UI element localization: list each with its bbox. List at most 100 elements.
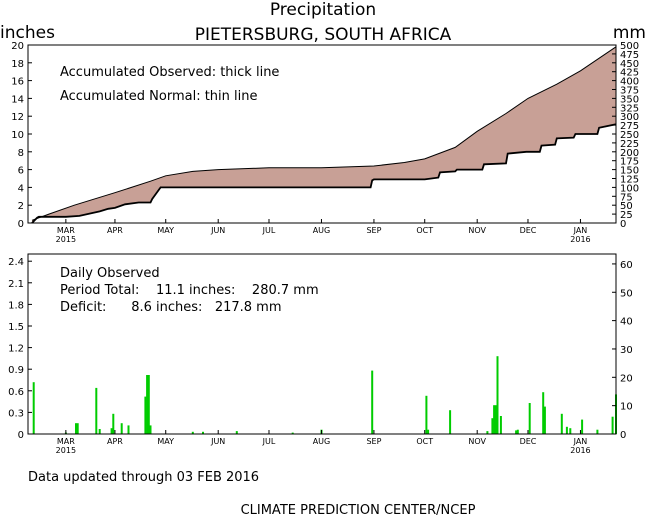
y-tick-label: 0.9	[8, 365, 24, 376]
deficit-area	[32, 46, 616, 223]
y-tick-label: 18	[11, 59, 24, 70]
daily-precip-bar	[425, 395, 428, 434]
y-tick-label: 0	[18, 430, 24, 441]
x-year-label: 2016	[570, 446, 590, 455]
daily-axes: 0 0.3 0.6 0.9 1.2 1.5 1.8 2.1 2.4 0 10 20 30 40 50 60 MA…	[8, 257, 633, 455]
x-tick-label-jun: JUN	[210, 226, 225, 235]
y-tick-label: 14	[11, 94, 24, 105]
accumulation-lines-layer	[31, 46, 617, 224]
daily-precip-bar	[235, 431, 238, 434]
daily-precip-bar	[127, 425, 130, 434]
x-tick-label-sep: SEP	[366, 437, 381, 446]
y2-tick-label: 20	[620, 373, 633, 384]
daily-precip-bar	[120, 423, 123, 434]
daily-precip-bar	[427, 429, 430, 434]
x-tick-label-jan: JAN	[573, 437, 588, 446]
accumulated-observed-line	[31, 123, 617, 224]
y-tick-label: 0.3	[8, 408, 24, 419]
daily-precip-bar	[581, 419, 584, 434]
y-tick-label: 16	[11, 77, 24, 88]
daily-precip-bar	[494, 405, 497, 434]
x-tick-label-apr: APR	[107, 226, 123, 235]
daily-precip-bar	[191, 431, 194, 434]
daily-precip-bar	[112, 413, 115, 434]
daily-precip-bar	[496, 356, 499, 434]
daily-precip-bar	[543, 406, 546, 434]
daily-precip-bar	[95, 387, 98, 434]
chart-subtitle: PIETERSBURG, SOUTH AFRICA	[195, 25, 452, 45]
x-tick-label-sep: SEP	[366, 226, 381, 235]
y-tick-label: 2.4	[8, 257, 24, 268]
daily-precip-bar	[611, 416, 614, 434]
x-year-label: 2015	[56, 235, 76, 244]
x-tick-label-mar: MAR	[57, 437, 75, 446]
daily-precip-bar	[491, 418, 494, 434]
x-tick-label-jun: JUN	[210, 437, 225, 446]
x-year-label: 2016	[570, 235, 590, 244]
y2-tick-label: 25	[620, 210, 633, 221]
daily-precip-bar	[516, 429, 519, 434]
x-tick-label-jan: JAN	[573, 226, 588, 235]
daily-precip-bar	[565, 426, 568, 434]
deficit-area-layer	[32, 46, 616, 223]
y2-tick-label: 125	[620, 175, 639, 186]
y2-tick-label: 60	[620, 260, 633, 271]
y-tick-label: 10	[11, 130, 24, 141]
y-tick-label: 1.8	[8, 300, 24, 311]
y2-tick-label: 475	[620, 50, 639, 61]
period-total-text: Period Total: 11.1 inches: 280.7 mm	[60, 283, 319, 298]
y-tick-label: 20	[11, 41, 24, 52]
x-tick-label-nov: NOV	[468, 226, 486, 235]
y-tick-label: 12	[11, 112, 24, 123]
data-updated-text: Data updated through 03 FEB 2016	[28, 470, 259, 485]
y2-tick-label: 30	[620, 345, 633, 356]
x-tick-label-nov: NOV	[468, 437, 486, 446]
daily-precip-bar	[144, 396, 147, 434]
legend-observed-note: Accumulated Observed: thick line	[60, 65, 279, 80]
x-tick-label-oct: OCT	[416, 437, 433, 446]
y2-tick-label: 75	[620, 192, 633, 203]
accumulated-axes: 0246810121416182002550751001251501752002…	[11, 41, 639, 244]
left-unit-label: inches	[0, 23, 55, 43]
y2-tick-label: 325	[620, 103, 639, 114]
daily-precip-bar	[291, 432, 294, 434]
y2-tick-label: 175	[620, 157, 639, 168]
x-tick-label-oct: OCT	[416, 226, 433, 235]
x-tick-label-dec: DEC	[520, 226, 537, 235]
accumulated-panel: 0246810121416182002550751001251501752002…	[11, 41, 639, 244]
y2-tick-label: 225	[620, 139, 639, 150]
y2-tick-label: 450	[620, 59, 639, 70]
daily-bars-layer	[32, 356, 617, 434]
chart-title: Precipitation	[270, 0, 376, 20]
daily-precip-bar	[499, 416, 502, 434]
x-tick-label-apr: APR	[107, 437, 123, 446]
daily-precip-bar	[75, 423, 77, 434]
y2-tick-label: 10	[620, 402, 633, 413]
y2-tick-label: 100	[620, 183, 639, 194]
x-tick-label-jul: JUL	[262, 226, 276, 235]
deficit-text: Deficit: 8.6 inches: 217.8 mm	[60, 300, 282, 315]
x-tick-label-mar: MAR	[57, 226, 75, 235]
daily-precip-bar	[146, 375, 149, 434]
y2-tick-label: 375	[620, 86, 639, 97]
y2-tick-label: 50	[620, 201, 633, 212]
x-tick-label-dec: DEC	[520, 437, 537, 446]
y2-tick-label: 150	[620, 166, 639, 177]
y-tick-label: 1.5	[8, 322, 24, 333]
y2-tick-label: 0	[620, 219, 626, 230]
daily-precip-bar	[542, 392, 545, 434]
y2-tick-label: 300	[620, 112, 639, 123]
daily-precip-bar	[596, 429, 599, 434]
y2-tick-label: 200	[620, 148, 639, 159]
daily-precip-bar	[98, 429, 101, 434]
y-tick-label: 2	[18, 201, 24, 212]
x-tick-label-aug: AUG	[313, 437, 331, 446]
y2-tick-label: 250	[620, 130, 639, 141]
x-tick-label-may: MAY	[157, 226, 174, 235]
daily-panel-frame	[27, 253, 617, 435]
daily-precip-bar	[149, 425, 152, 434]
daily-precip-bar	[569, 428, 572, 434]
daily-precip-bar	[76, 423, 79, 434]
y2-tick-label: 40	[620, 317, 633, 328]
daily-precip-bar	[371, 370, 374, 434]
